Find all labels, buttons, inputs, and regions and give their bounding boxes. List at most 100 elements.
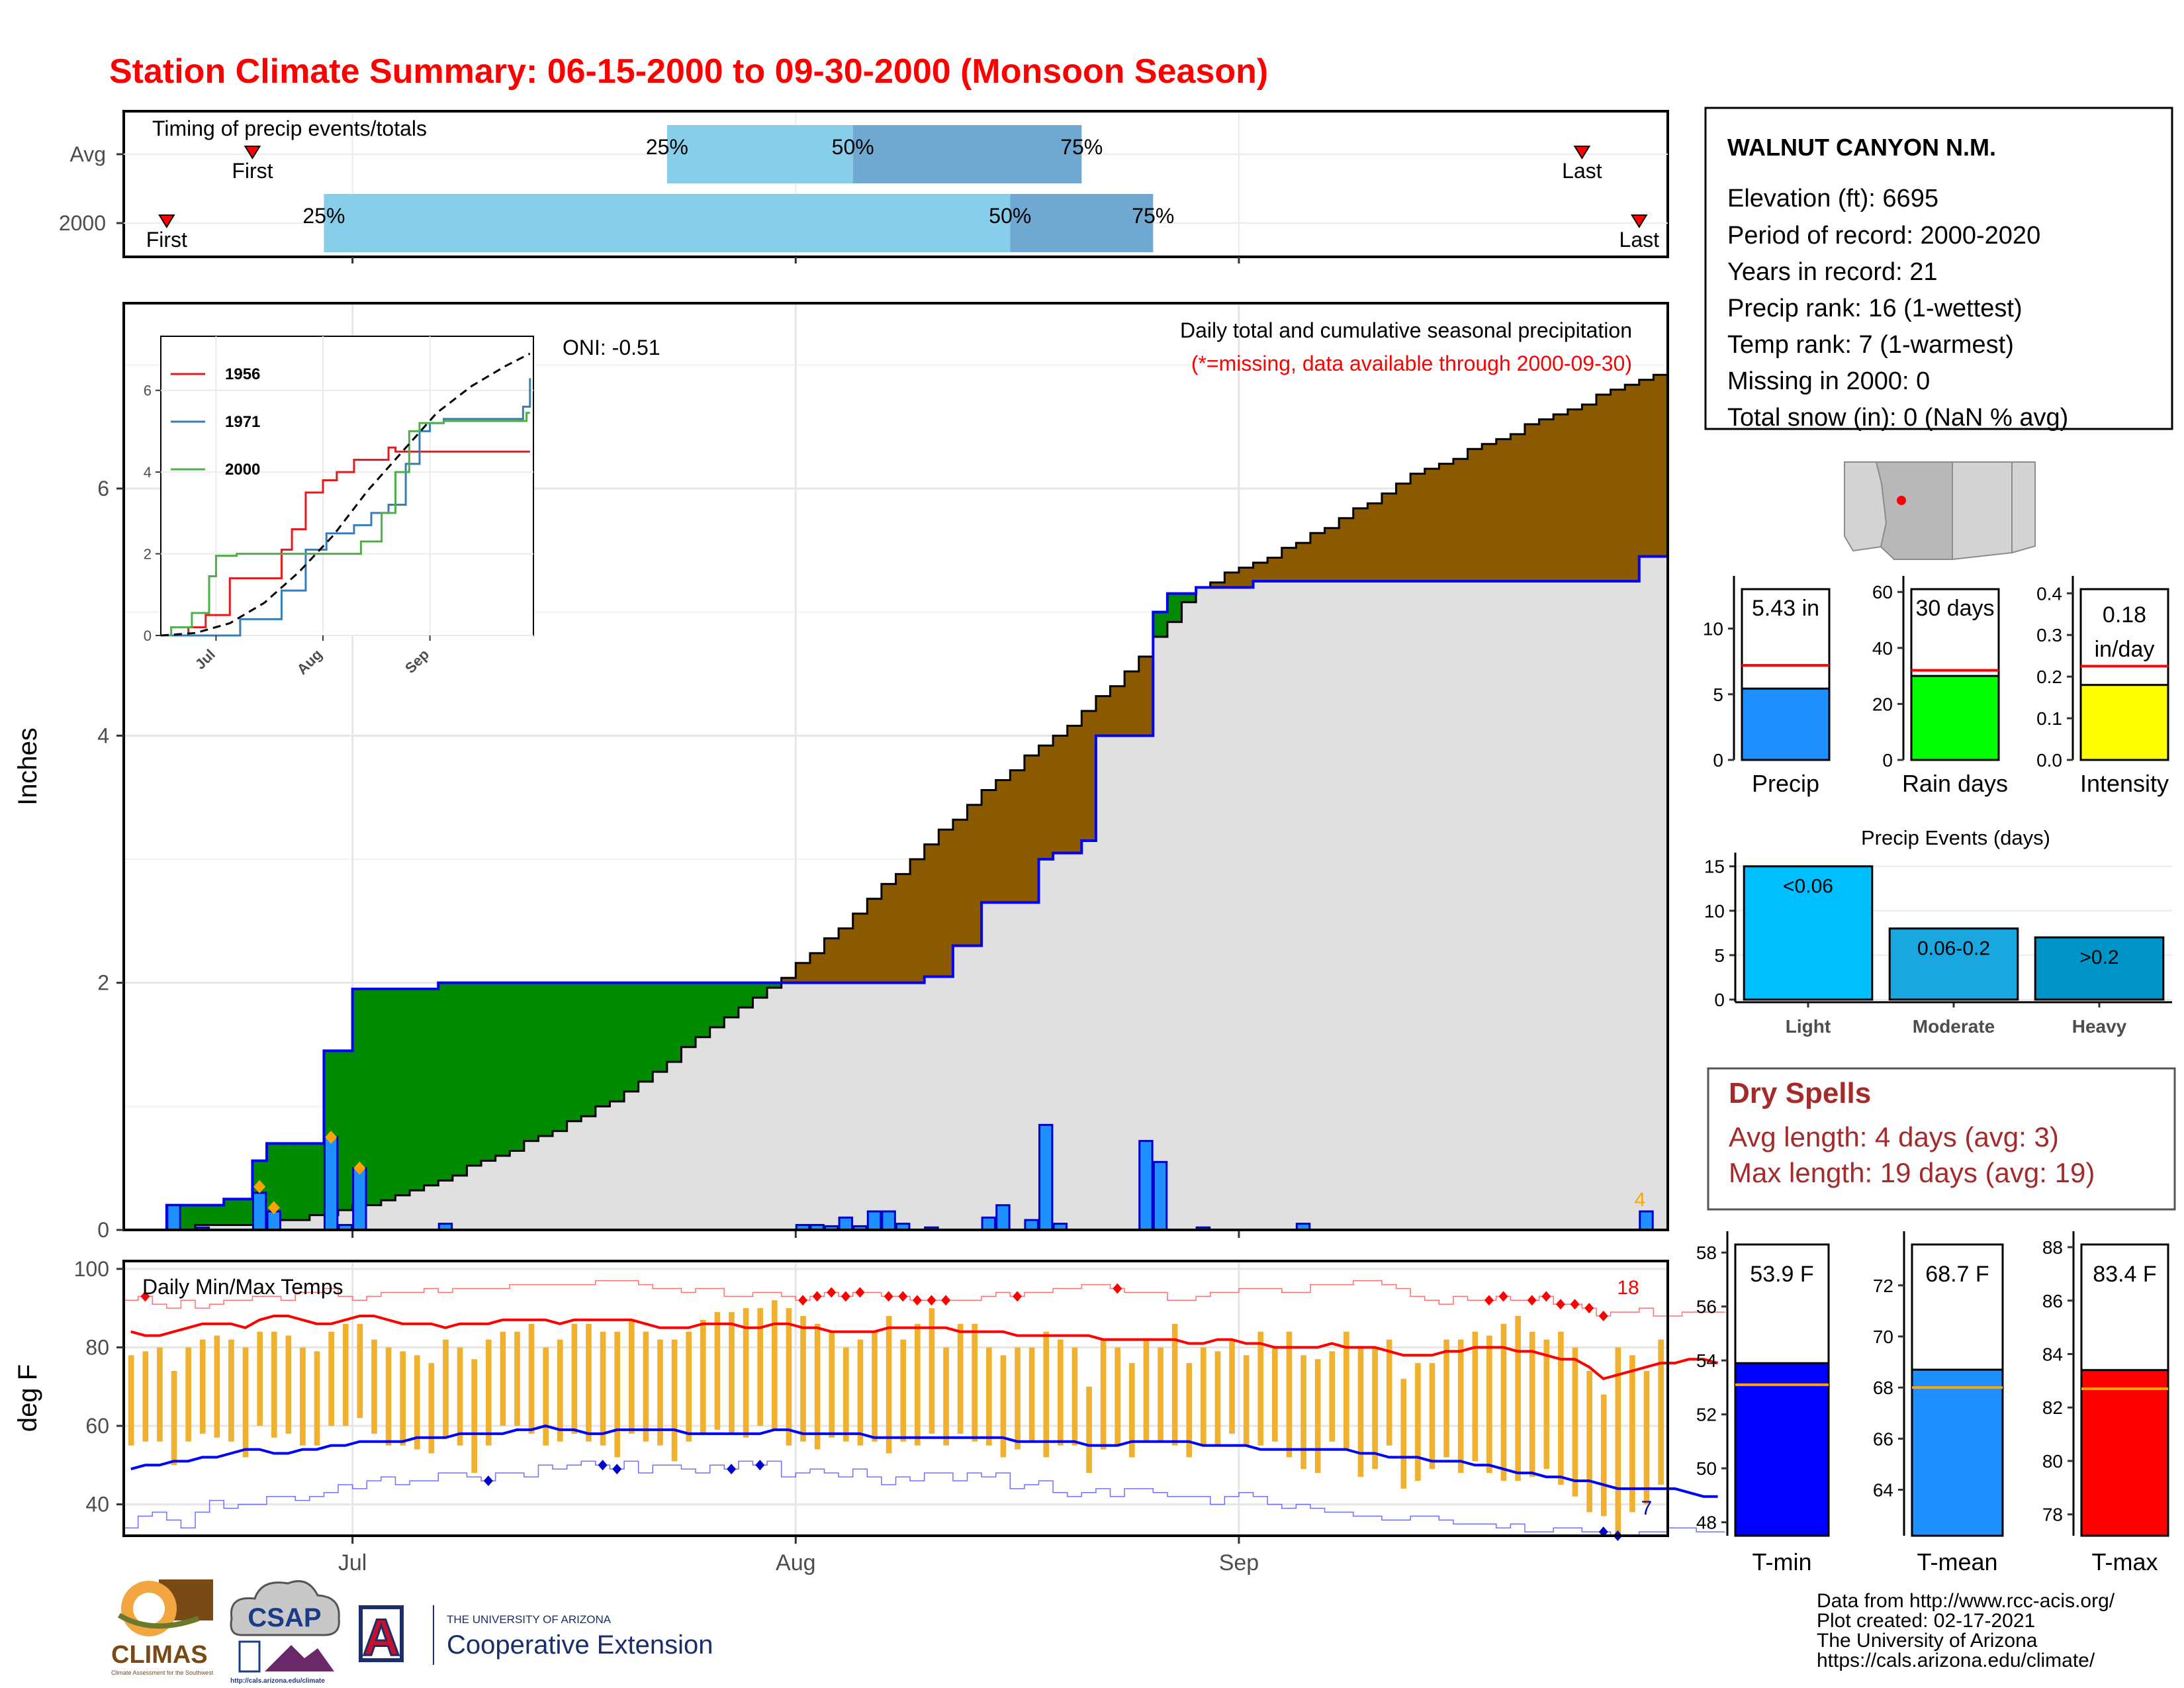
precip-deficit-segment: [1396, 483, 1411, 581]
temp-daily-bar: [1143, 1339, 1150, 1442]
temp-daily-bar: [1357, 1347, 1364, 1477]
temp-daily-bar: [972, 1323, 978, 1442]
precip_total-ytick-label: 5: [1713, 684, 1723, 705]
precip-surplus-segment: [452, 982, 468, 1176]
precip-surplus-segment: [367, 989, 382, 1205]
temp-record-min-line: [124, 1460, 1725, 1536]
temp-daily-bar: [800, 1316, 806, 1442]
precip-surplus-segment: [395, 989, 410, 1196]
climas-logo-subtext: Climate Assessment for the Southwest: [111, 1669, 214, 1676]
temp-daily-bar: [757, 1308, 764, 1426]
events-bar-label-heavy: >0.2: [2079, 947, 2118, 968]
precip-deficit-segment: [1496, 439, 1511, 581]
precip-deficit-segment: [1424, 469, 1439, 581]
temp-axes: 40 60 80 100 Jul Aug Sep: [74, 1257, 1259, 1575]
temp-daily-bar: [557, 1339, 563, 1442]
temp-daily-bar: [1457, 1339, 1464, 1474]
temp-record-high-marker: [1498, 1291, 1508, 1302]
precip-daily-bar: [1138, 1140, 1154, 1231]
temp-daily-bar: [1572, 1347, 1578, 1497]
precip-surplus-segment: [467, 982, 482, 1166]
csap-bars: [238, 1640, 261, 1673]
temp-record-high-marker: [1555, 1299, 1565, 1310]
intensity-ytick-label: 0.1: [2036, 708, 2062, 729]
precip-annotation-missing: (*=missing, data available through 2000-…: [1191, 352, 1632, 375]
temp-daily-bar: [443, 1339, 449, 1438]
temp-xtick-label-Sep: Sep: [1219, 1550, 1259, 1575]
precip-surplus-segment: [352, 989, 367, 1205]
timing-bar-lower-Avg: [666, 125, 853, 183]
precip-surplus-segment: [653, 982, 668, 1072]
csap-cloud: [230, 1580, 340, 1636]
rain_days-ytick-label: 60: [1872, 582, 1893, 602]
inset-legend-label-2000: 2000: [225, 461, 260, 479]
precip-surplus-segment: [309, 1143, 325, 1215]
temp-daily-bar: [600, 1331, 606, 1446]
data-credits: Data from http://www.rcc-acis.org/ Plot …: [1817, 1590, 2115, 1671]
precip-deficit-segment: [1238, 567, 1254, 588]
station-snow: Total snow (in): 0 (NaN % avg): [1727, 404, 2068, 432]
ua-logo-block: [359, 1605, 404, 1662]
precip-surplus-segment: [209, 1205, 224, 1225]
station-location-marker: [1897, 496, 1906, 505]
climas-logo[interactable]: CLIMAS Climate Assessment for the Southw…: [111, 1579, 214, 1676]
precip-deficit-segment: [1038, 745, 1054, 859]
precip-deficit-segment: [1081, 711, 1097, 841]
precip-deficit-segment: [1095, 696, 1111, 736]
precip-deficit-segment: [881, 884, 897, 983]
temp-record-high-marker: [1584, 1303, 1594, 1314]
station-elevation: Elevation (ft): 6695: [1727, 185, 1938, 212]
credit-line-4: https://cals.arizona.edu/climate/: [1817, 1650, 2095, 1671]
tmax-ytick-label: 78: [2042, 1505, 2063, 1525]
tmax-ytick-label: 80: [2042, 1451, 2063, 1472]
tmean-ytick-label: 64: [1873, 1480, 1893, 1501]
precip-surplus-segment: [624, 982, 639, 1092]
tmin-value-label: 53.9 F: [1750, 1262, 1813, 1287]
temp-daily-bar: [1243, 1355, 1250, 1446]
summary-bar-charts: 0 5 10 5.43 in Precip 0 20 40 60 30 days Rain days…: [1696, 576, 2169, 1575]
timing-label-50-2000: 50%: [989, 204, 1031, 228]
precip-surplus-segment: [523, 982, 539, 1141]
inset-plot-frame: [160, 336, 534, 636]
page-title: Station Climate Summary: 06-15-2000 to 0…: [109, 52, 1268, 91]
temp-record-low-marker: [598, 1460, 608, 1471]
timing-bar-upper-Avg: [852, 125, 1082, 183]
temp-daily-bar: [1043, 1331, 1050, 1458]
csap-logo[interactable]: CSAP http://cals.arizona.edu/climate: [230, 1580, 340, 1685]
temp-normal-max-line: [130, 1315, 1719, 1381]
temp-daily-bar: [300, 1347, 306, 1446]
temp-daily-bar: [371, 1339, 377, 1434]
map-region-texas: [2011, 461, 2036, 554]
inset-ytick-label-4: 4: [144, 464, 152, 481]
inset-lines: [160, 352, 531, 637]
station-name: WALNUT CANYON N.M.: [1727, 134, 1996, 161]
precip-deficit-segment: [824, 938, 839, 983]
precip-ytick-label-4: 4: [97, 724, 109, 747]
precip-daily-bar: [352, 1167, 367, 1231]
precip-deficit-segment: [1310, 533, 1326, 581]
temp-daily-bar: [1600, 1394, 1607, 1517]
timing-label-25-2000: 25%: [302, 204, 345, 228]
precip-surplus-segment: [195, 1205, 210, 1225]
temp-daily-bar: [1329, 1351, 1336, 1442]
climas-logo-swoosh: [117, 1613, 200, 1629]
temp-daily-bar: [185, 1347, 191, 1442]
precip-deficit-segment: [1296, 543, 1311, 581]
precip-ylabel: Inches: [13, 727, 42, 806]
precip-average-area: [124, 556, 1668, 1230]
precip_total-value-label: 5.43 in: [1752, 596, 1819, 621]
station-period: Period of record: 2000-2020: [1727, 222, 2040, 250]
temp-daily-bar: [1343, 1331, 1349, 1450]
precip-annotation-title: Daily total and cumulative seasonal prec…: [1180, 318, 1632, 342]
dry-spells-max: Max length: 19 days (avg: 19): [1729, 1157, 2095, 1188]
temp-daily-bar: [1386, 1339, 1392, 1446]
precip-surplus-segment: [224, 1199, 239, 1225]
events-category-heavy: Heavy: [2072, 1016, 2127, 1037]
precip-deficit-segment: [1267, 557, 1283, 581]
timing-panel: 25% 50% 75% First Last 25% 50% 75% First Last Tim…: [59, 110, 1669, 263]
precip-deficit-segment: [1253, 563, 1268, 581]
tmean-ytick-label: 70: [1873, 1327, 1893, 1347]
ua-cooperative-extension-logo[interactable]: A THE UNIVERSITY OF ARIZONA Cooperative …: [359, 1605, 713, 1667]
